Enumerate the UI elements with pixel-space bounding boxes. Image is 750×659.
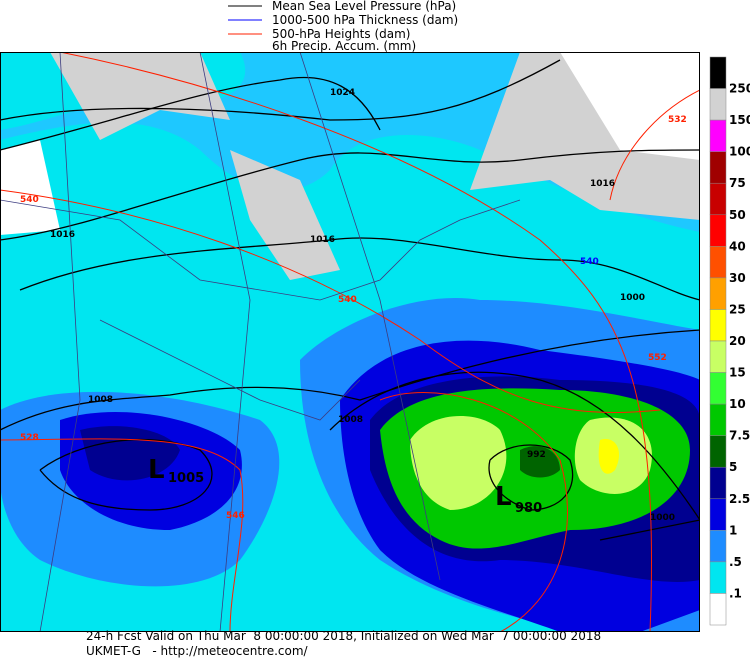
low-value: 1005 bbox=[168, 471, 204, 486]
precip-field bbox=[410, 416, 507, 510]
height-contours bbox=[0, 52, 700, 632]
legend-label: 500-hPa Heights (dam) bbox=[272, 27, 410, 41]
colorbar-label: 30 bbox=[729, 271, 746, 285]
land-white bbox=[560, 52, 700, 160]
isobar-label: 1000 bbox=[650, 513, 675, 523]
colorbar-label: 10 bbox=[729, 397, 746, 411]
isobar-label: 1016 bbox=[310, 235, 335, 245]
isobar-label: 1016 bbox=[590, 179, 615, 189]
colorbar-swatch bbox=[709, 498, 727, 531]
colorbar-label: 150 bbox=[729, 113, 750, 127]
colorbar-swatch bbox=[709, 593, 727, 626]
colorbar-label: .1 bbox=[729, 586, 742, 600]
low-symbol: L bbox=[495, 482, 512, 512]
legend-label: Mean Sea Level Pressure (hPa) bbox=[272, 0, 456, 13]
colorbar-label: 75 bbox=[729, 176, 746, 190]
isobar-label: 992 bbox=[527, 450, 546, 460]
colorbar-swatch bbox=[709, 119, 727, 152]
colorbar-swatch bbox=[709, 151, 727, 184]
colorbar-swatch bbox=[709, 403, 727, 436]
colorbar: 250 150 100 75 50 40 30 25 20 15 10 7.5 5 2.5 1 .5 .1 bbox=[709, 56, 750, 626]
isobar-label: 1008 bbox=[88, 395, 113, 405]
precip-field bbox=[598, 439, 620, 474]
colorbar-swatch bbox=[709, 561, 727, 594]
land-gray bbox=[50, 52, 230, 140]
isobar-label: 1000 bbox=[620, 293, 645, 303]
colorbar-swatch bbox=[709, 246, 727, 279]
isobar-label: 1016 bbox=[50, 230, 75, 240]
map-frame bbox=[0, 52, 700, 632]
land-white bbox=[0, 140, 60, 235]
legend: Mean Sea Level Pressure (hPa) 1000-500 h… bbox=[228, 0, 458, 53]
colorbar-label: 25 bbox=[729, 302, 746, 316]
colorbar-swatch bbox=[709, 435, 727, 468]
colorbar-swatch bbox=[709, 372, 727, 405]
height-label: 540 bbox=[338, 295, 357, 305]
colorbar-swatch bbox=[709, 466, 727, 500]
footer-line: 24-h Fcst Valid on Thu Mar 8 00:00:00 20… bbox=[86, 629, 601, 643]
colorbar-label: 7.5 bbox=[729, 429, 750, 443]
colorbar-swatch bbox=[709, 88, 727, 121]
colorbar-label: 15 bbox=[729, 366, 746, 380]
colorbar-swatch bbox=[709, 56, 727, 89]
borders bbox=[0, 52, 521, 632]
colorbar-swatch bbox=[709, 340, 727, 373]
height-label: 528 bbox=[20, 433, 39, 443]
height-label: 532 bbox=[668, 115, 687, 125]
footer-line: UKMET-G - http://meteocentre.com/ bbox=[86, 644, 309, 658]
precip-field bbox=[520, 446, 560, 478]
height-label: 540 bbox=[20, 195, 39, 205]
colorbar-label: 2.5 bbox=[729, 492, 750, 506]
legend-label: 6h Precip. Accum. (mm) bbox=[272, 39, 416, 53]
isobar-label: 1024 bbox=[330, 88, 355, 98]
colorbar-label: 40 bbox=[729, 239, 746, 253]
thickness-label: 540 bbox=[580, 257, 599, 267]
legend-label: 1000-500 hPa Thickness (dam) bbox=[272, 13, 458, 27]
height-label: 552 bbox=[648, 353, 667, 363]
colorbar-label: .5 bbox=[729, 555, 742, 569]
colorbar-label: 5 bbox=[729, 460, 737, 474]
colorbar-label: 100 bbox=[729, 145, 750, 159]
colorbar-swatch bbox=[709, 309, 727, 342]
colorbar-label: 20 bbox=[729, 334, 746, 348]
colorbar-swatch bbox=[709, 214, 727, 247]
low-value: 980 bbox=[515, 501, 542, 516]
height-label: 546 bbox=[226, 511, 245, 521]
colorbar-label: 250 bbox=[729, 82, 750, 96]
isobar-label: 1008 bbox=[338, 415, 363, 425]
colorbar-swatch bbox=[709, 277, 727, 310]
colorbar-label: 1 bbox=[729, 523, 737, 537]
land-gray bbox=[230, 150, 340, 280]
colorbar-swatch bbox=[709, 182, 727, 216]
low-symbol: L bbox=[148, 455, 165, 485]
colorbar-swatch bbox=[709, 530, 727, 563]
colorbar-label: 50 bbox=[729, 208, 746, 222]
map: 1024 1016 1016 1016 1008 1008 1000 1000 … bbox=[0, 52, 700, 632]
